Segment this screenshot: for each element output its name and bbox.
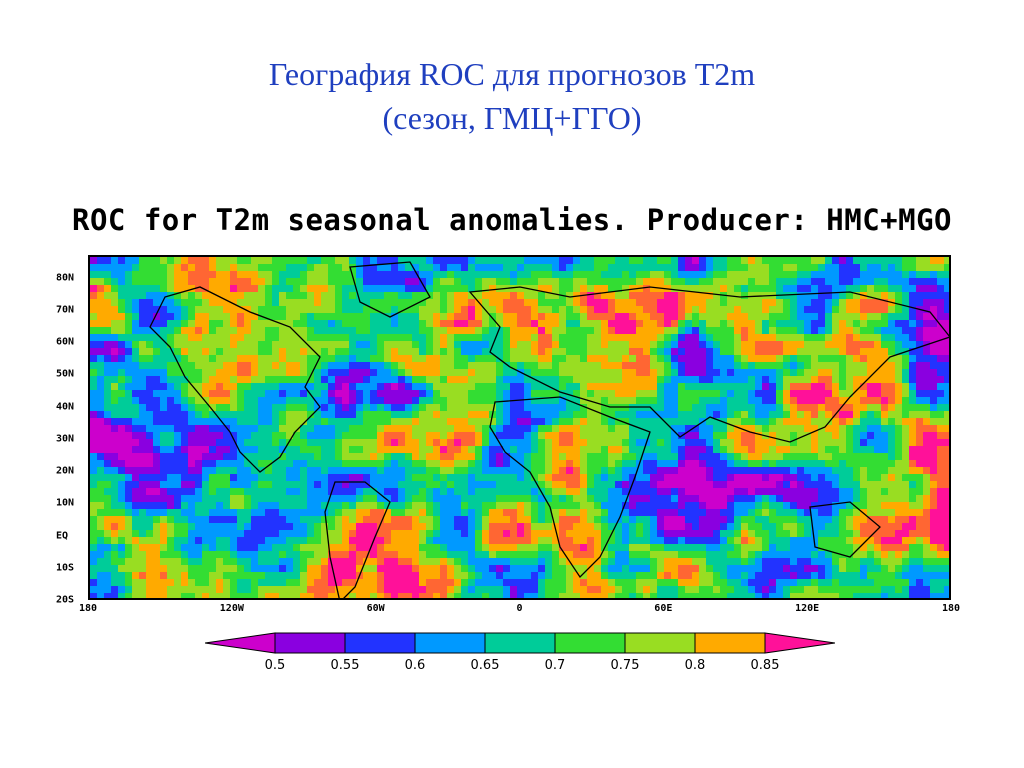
colorbar-segment [344, 632, 416, 654]
slide-title-line2: (сезон, ГМЦ+ГГО) [382, 100, 642, 136]
lat-tick-label: 80N [56, 272, 75, 284]
colorbar-extend-high [764, 632, 835, 654]
lon-tick-label: 180 [78, 603, 98, 614]
roc-map [88, 255, 951, 600]
figure-title: ROC for T2m seasonal anomalies. Producer… [71, 203, 952, 237]
lat-tick-label: 10N [56, 497, 75, 509]
colorbar [205, 632, 835, 654]
lat-tick-label: 50N [56, 368, 75, 380]
lon-tick-label: 120E [795, 603, 820, 614]
colorbar-segment [554, 632, 626, 654]
lon-tick-label: 0 [516, 603, 523, 614]
colorbar-tick-label: 0.6 [404, 658, 426, 673]
colorbar-segment [624, 632, 696, 654]
colorbar-tick-label: 0.55 [330, 658, 360, 673]
coastline-path [149, 286, 321, 473]
heatmap-cells [90, 257, 949, 598]
colorbar-segment [694, 632, 766, 654]
coastline-path [324, 481, 391, 598]
slide-title: География ROC для прогнозов T2m (сезон, … [0, 52, 1024, 140]
lon-tick-label: 60W [366, 603, 385, 614]
colorbar-tick-label: 0.8 [684, 658, 706, 673]
lat-tick-label: 70N [56, 304, 75, 316]
lon-tick-label: 180 [941, 603, 961, 614]
coastlines [149, 261, 949, 598]
roc-heatmap-field [90, 257, 949, 598]
coastline-path [809, 501, 881, 558]
lat-tick-label: 20N [56, 465, 75, 477]
lat-tick-label: 60N [56, 336, 75, 348]
lat-tick-label: 10S [56, 562, 75, 574]
slide-title-line1: География ROC для прогнозов T2m [268, 56, 756, 92]
coastline-path [489, 396, 651, 579]
lat-tick-label: 30N [56, 433, 75, 445]
colorbar-tick-label: 0.65 [470, 658, 500, 673]
colorbar-segment [484, 632, 556, 654]
lon-tick-label: 120W [219, 603, 244, 614]
colorbar-segment [274, 632, 346, 654]
colorbar-tick-label: 0.75 [610, 658, 640, 673]
coastline-path [468, 286, 949, 443]
colorbar-tick-label: 0.85 [750, 658, 780, 673]
colorbar-tick-label: 0.5 [264, 658, 286, 673]
coastline-path [349, 261, 431, 318]
colorbar-segment [414, 632, 486, 654]
lat-tick-label: 20S [56, 594, 75, 606]
colorbar-tick-label: 0.7 [544, 658, 566, 673]
lon-tick-label: 60E [654, 603, 673, 614]
lat-tick-label: 40N [56, 401, 75, 413]
colorbar-extend-low [205, 632, 276, 654]
lat-tick-label: EQ [56, 530, 69, 541]
